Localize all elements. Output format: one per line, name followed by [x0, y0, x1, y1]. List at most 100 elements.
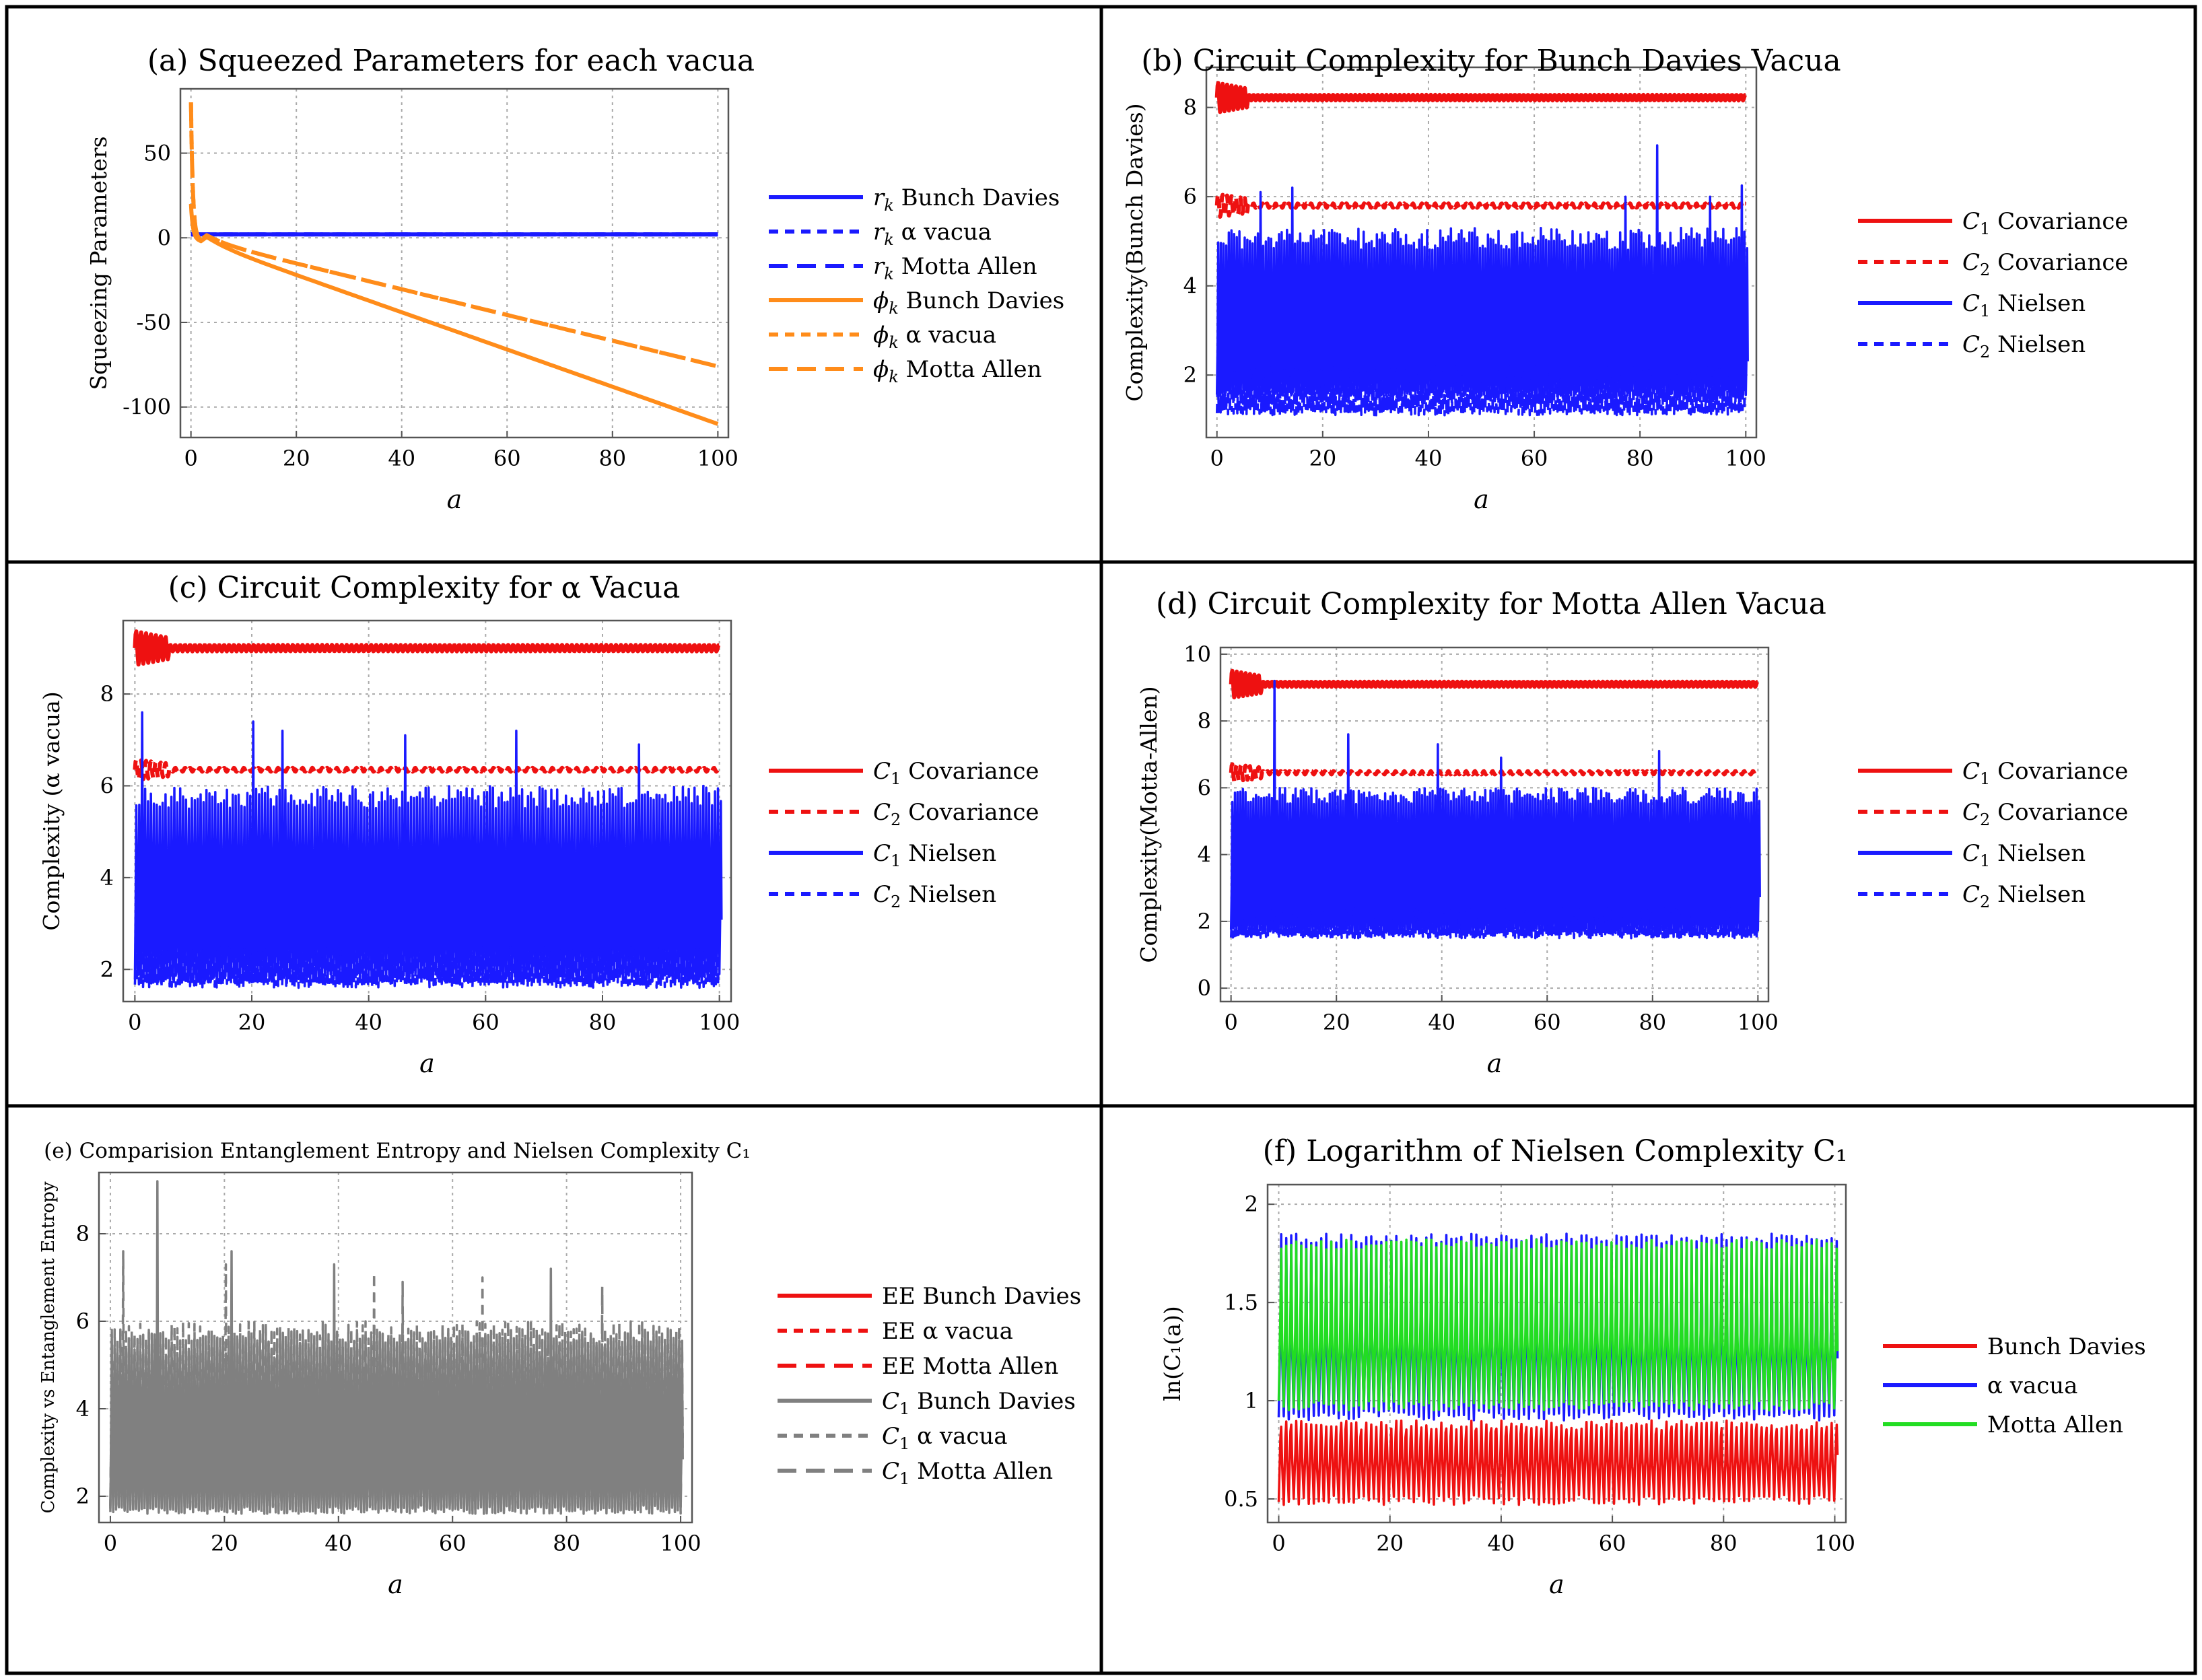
series-line-c-3 [133, 945, 720, 989]
y-tick-label: -50 [136, 310, 171, 335]
y-tick-label: -100 [123, 394, 171, 420]
x-tick-label: 100 [660, 1531, 701, 1556]
plot-frame [1266, 1183, 1847, 1524]
x-tick-label: 40 [324, 1531, 352, 1556]
legend: C1 Covariance C2 Covariance C1 Nielsen C2 N… [1858, 758, 2129, 911]
chart-title: (c) Circuit Complexity for α Vacua [168, 571, 681, 605]
x-tick-label: 100 [1725, 446, 1766, 471]
legend-entry: rk α vacua [873, 219, 992, 249]
x-tick-label: 80 [589, 1010, 617, 1035]
panel-a: 0 20 40 60 80 100 -100 -50 0 50 (a) Squeezed Param… [85, 44, 1064, 514]
x-tick-label: 20 [283, 446, 310, 471]
series-group [188, 102, 719, 426]
chart-title: (e) Comparision Entanglement Entropy and… [44, 1139, 751, 1163]
legend: Bunch Davies α vacua Motta Allen [1883, 1333, 2146, 1438]
x-tick-label: 100 [1814, 1531, 1855, 1556]
y-tick-label: 10 [1183, 641, 1211, 667]
x-tick-label: 60 [1599, 1531, 1626, 1556]
legend: rk Bunch Davies rk α vacua rk Motta Allen ϕ… [769, 184, 1064, 386]
x-tick-label: 0 [184, 446, 197, 471]
y-tick-label: 50 [143, 141, 171, 166]
legend-entry: EE Bunch Davies [882, 1283, 1081, 1310]
legend: C1 Covariance C2 Covariance C1 Nielsen C2 N… [1858, 208, 2129, 361]
x-tick-label: 100 [1737, 1010, 1779, 1035]
x-axis-label: a [388, 1570, 403, 1599]
y-tick-label: 4 [76, 1396, 90, 1422]
y-axis-label: Squeezing Parameters [85, 136, 112, 390]
series-line-c-1 [133, 757, 721, 782]
x-tick-label: 40 [1415, 446, 1443, 471]
panel-c: 0 20 40 60 80 100 2 4 6 8 (c) Circuit Complexity f… [38, 571, 1039, 1078]
legend-entry: C1 Bunch Davies [882, 1388, 1076, 1418]
plot-frame [1219, 646, 1770, 1003]
y-tick-label: 1 [1245, 1388, 1258, 1413]
x-tick-label: 80 [1639, 1010, 1666, 1035]
x-tick-label: 40 [1488, 1531, 1515, 1556]
y-tick-label: 2 [1183, 362, 1197, 388]
y-tick-label: 2 [76, 1483, 90, 1509]
y-axis-label: Complexity vs Entanglement Entropy [38, 1181, 59, 1513]
y-tick-label: 1.5 [1224, 1290, 1258, 1315]
x-tick-label: 0 [128, 1010, 141, 1035]
series-group [109, 1180, 684, 1515]
y-axis-label: ln(C₁(a)) [1159, 1306, 1185, 1401]
x-axis-label: a [1474, 485, 1489, 514]
legend-entry: rk Motta Allen [873, 253, 1037, 283]
legend-entry: C1 Nielsen [1962, 840, 2086, 870]
panel-d: 0 20 40 60 80 100 0 2 4 6 8 10 (d) Circuit Complexit… [1136, 587, 2129, 1078]
y-tick-label: 6 [1198, 775, 1211, 800]
x-tick-label: 20 [238, 1010, 266, 1035]
legend-entry: C1 Nielsen [873, 840, 996, 870]
legend-entry: C1 Nielsen [1962, 290, 2086, 320]
y-tick-label: 6 [1183, 184, 1197, 209]
series-line-b-0 [1214, 81, 1747, 114]
legend-entry: C2 Covariance [1962, 799, 2129, 829]
legend-entry: ϕk Bunch Davies [873, 287, 1064, 318]
legend-entry: C2 Covariance [1962, 249, 2129, 279]
series-line-c-2 [133, 711, 723, 985]
legend-entry: C2 Nielsen [1962, 881, 2086, 911]
series-line-e-4 [109, 1250, 684, 1511]
chart-title: (d) Circuit Complexity for Motta Allen V… [1156, 587, 1826, 621]
series-line-b-3 [1215, 365, 1747, 417]
x-tick-label: 20 [211, 1531, 238, 1556]
series-line-b-2 [1215, 144, 1749, 399]
x-tick-label: 60 [1534, 1010, 1561, 1035]
panel-f: 0 20 40 60 80 100 0.5 1 1.5 2(f) Logarithm of Nie… [1159, 1134, 2146, 1599]
x-tick-label: 20 [1323, 1010, 1350, 1035]
x-tick-label: 20 [1309, 446, 1336, 471]
legend-entry: EE α vacua [882, 1318, 1013, 1345]
x-tick-label: 0 [1224, 1010, 1237, 1035]
x-tick-label: 60 [493, 446, 521, 471]
series-line-a-5 [188, 102, 719, 369]
series-line-e-5 [109, 1280, 684, 1515]
series-line-b-1 [1214, 192, 1747, 219]
y-tick-label: 4 [100, 865, 114, 890]
x-tick-label: 0 [1210, 446, 1224, 471]
x-axis-label: a [419, 1049, 435, 1078]
x-tick-label: 60 [439, 1531, 467, 1556]
legend-entry: Bunch Davies [1987, 1333, 2146, 1360]
x-tick-label: 0 [104, 1531, 117, 1556]
y-tick-label: 6 [100, 773, 114, 798]
y-axis-label: Complexity(Motta-Allen) [1136, 686, 1162, 963]
series-line-d-2 [1229, 679, 1761, 936]
legend-entry: C1 α vacua [882, 1423, 1008, 1453]
legend-entry: C1 Covariance [1962, 208, 2129, 238]
x-tick-label: 60 [1521, 446, 1548, 471]
x-tick-label: 80 [1626, 446, 1654, 471]
panel-b: 0 20 40 60 80 100 2 4 6 8 (b) Circuit Complexity f… [1122, 44, 2129, 514]
legend-entry: rk Bunch Davies [873, 184, 1060, 215]
legend-entry: C2 Covariance [873, 799, 1039, 829]
series-line-f-0 [1277, 1419, 1839, 1506]
series-line-d-0 [1229, 668, 1760, 700]
x-axis-label: a [447, 485, 462, 514]
x-tick-label: 40 [388, 446, 415, 471]
legend-entry: EE Motta Allen [882, 1353, 1058, 1380]
y-tick-label: 2 [1198, 909, 1211, 934]
x-tick-label: 80 [598, 446, 626, 471]
x-axis-label: a [1487, 1049, 1503, 1078]
series-group [1277, 1232, 1839, 1506]
x-tick-label: 40 [355, 1010, 382, 1035]
y-axis-label: Complexity(Bunch Davies) [1122, 103, 1148, 401]
